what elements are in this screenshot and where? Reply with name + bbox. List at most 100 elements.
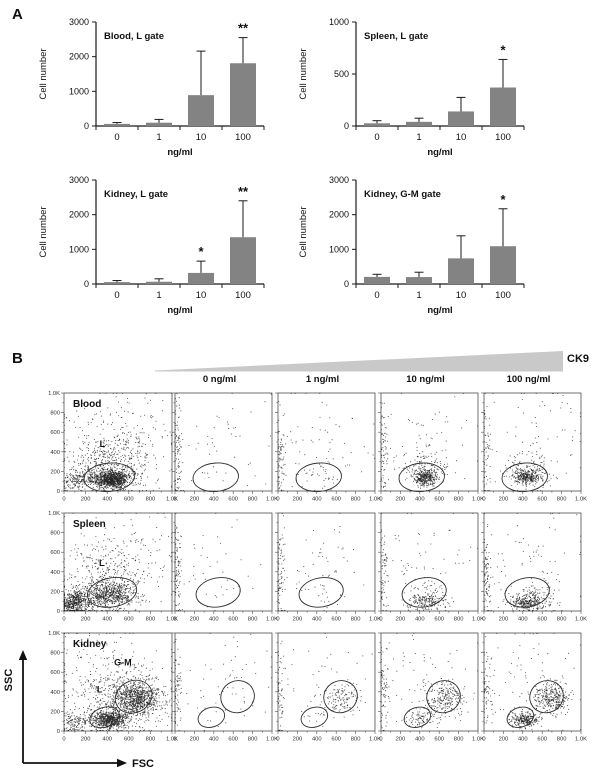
dot-cloud [63,512,173,612]
x-tick-label: 400 [312,737,322,743]
bar-chart-svg: 0 1000 2000 3000 0 1 10 ** 100 Blood, L gate Cell … [38,17,265,158]
x-tick-label: 1.0K [575,737,587,743]
y-axis-label: Cell number [38,48,49,99]
category-label: 0 [114,132,119,143]
bar [364,276,390,284]
gate-ellipse-g-m [114,679,153,714]
x-tick-label: 1.0K [266,737,278,743]
x-tick-label: 0 [62,617,65,623]
chart-title: Kidney, G-M gate [364,189,441,200]
x-tick-label: 1.0K [166,737,178,743]
column-header-100ngml: 100 ng/ml [506,374,551,385]
x-axis-label: ng/ml [427,147,452,158]
bar [146,122,172,126]
dot-cloud [277,392,376,492]
dot-cloud [174,632,273,732]
row-label-spleen: Spleen [73,519,106,530]
bar [364,123,390,126]
y-tick-label: 3000 [69,175,89,185]
gate-label-l: L [97,684,103,694]
category-label: 100 [235,290,251,301]
y-tick-label: 600 [50,550,60,556]
gate-ellipse-l [398,462,445,493]
category-label: 1 [416,132,421,143]
ck9-label: CK9 [567,353,590,365]
bar [230,237,256,284]
y-tick-label: 400 [50,570,60,576]
x-tick-label: 600 [228,737,238,743]
scatter-plot-spleen-col0: 002002004004006006008008001.0K1.0KLSplee… [48,511,178,623]
x-tick-label: 600 [331,497,341,503]
row-label-kidney: Kidney [73,639,107,650]
x-tick-label: 200 [81,617,91,623]
x-tick-label: 400 [415,737,425,743]
x-tick-label: 400 [518,497,528,503]
x-tick-label: 600 [434,497,444,503]
y-tick-label: 200 [50,709,60,715]
x-tick-label: 0 [62,737,65,743]
y-tick-label: 800 [50,651,60,657]
x-tick-label: 0 [379,737,382,743]
gate-ellipse-l [197,706,226,728]
x-tick-label: 400 [518,617,528,623]
facs-scatter-grid: 002002004004006006008008001.0K1.0KLBlood… [3,391,587,770]
x-tick-label: 400 [518,737,528,743]
x-tick-label: 200 [190,497,200,503]
significance-marker: * [500,192,506,207]
x-tick-label: 0 [62,497,65,503]
y-tick-label: 0 [84,121,89,131]
bar [104,123,130,126]
gate-ellipse-l [83,462,136,493]
gate-ellipse-l [403,706,432,728]
x-tick-label: 1.0K [472,617,484,623]
category-label: 10 [456,132,467,143]
y-tick-label: 400 [50,690,60,696]
y-tick-label: 0 [344,121,349,131]
scatter-plot-blood-col4: 0 200 400 600 800 1.0K [481,392,587,503]
bar [230,63,256,126]
x-tick-label: 200 [293,617,303,623]
x-tick-label: 400 [312,617,322,623]
bar [188,95,214,126]
column-header-10ngml: 10 ng/ml [406,374,445,385]
x-tick-label: 800 [557,497,567,503]
gate-ellipse-l [89,706,120,729]
x-tick-label: 800 [454,617,464,623]
category-label: 100 [235,132,251,143]
x-tick-label: 1.0K [369,497,381,503]
dot-cloud [380,632,479,732]
scatter-plot-spleen-col1: 0 200 400 600 800 1.0K [172,512,278,623]
x-tick-label: 800 [454,737,464,743]
chart-title: Blood, L gate [104,31,164,42]
gate-ellipse-g-m [426,680,461,714]
y-tick-label: 0 [57,489,60,495]
ssc-axis-label: SSC [3,669,15,692]
scatter-plot-kidney-col3: 0 200 400 600 800 1.0K [378,632,484,743]
x-tick-label: 1.0K [575,497,587,503]
x-tick-label: 800 [351,737,361,743]
x-tick-label: 400 [209,497,219,503]
fsc-axis-label: FSC [132,758,154,770]
x-tick-label: 200 [396,737,406,743]
x-tick-label: 600 [434,737,444,743]
y-tick-label: 400 [50,450,60,456]
significance-marker: ** [238,21,249,36]
bar-chart-blood-l-gate: 0 1000 2000 3000 0 1 10 ** 100 Blood, L gate Cell … [18,8,303,166]
category-label: 10 [196,132,207,143]
scatter-plot-blood-col3: 0 200 400 600 800 1.0K [378,392,484,503]
significance-marker: * [198,244,204,259]
scatter-plot-spleen-col4: 0 200 400 600 800 1.0K [481,512,587,623]
bar [490,87,516,126]
x-tick-label: 600 [331,737,341,743]
panel-a-label: A [12,6,23,23]
bar [188,272,214,284]
gate-label-l: L [99,558,105,568]
x-tick-label: 200 [499,737,509,743]
dot-cloud [174,392,272,492]
chart-title: Spleen, L gate [364,31,428,42]
gate-label-l: L [100,439,106,449]
row-label-blood: Blood [73,399,101,410]
scatter-plot-blood-col1: 0 200 400 600 800 1.0K [172,392,278,503]
x-tick-label: 400 [102,497,112,503]
x-tick-label: 600 [228,617,238,623]
